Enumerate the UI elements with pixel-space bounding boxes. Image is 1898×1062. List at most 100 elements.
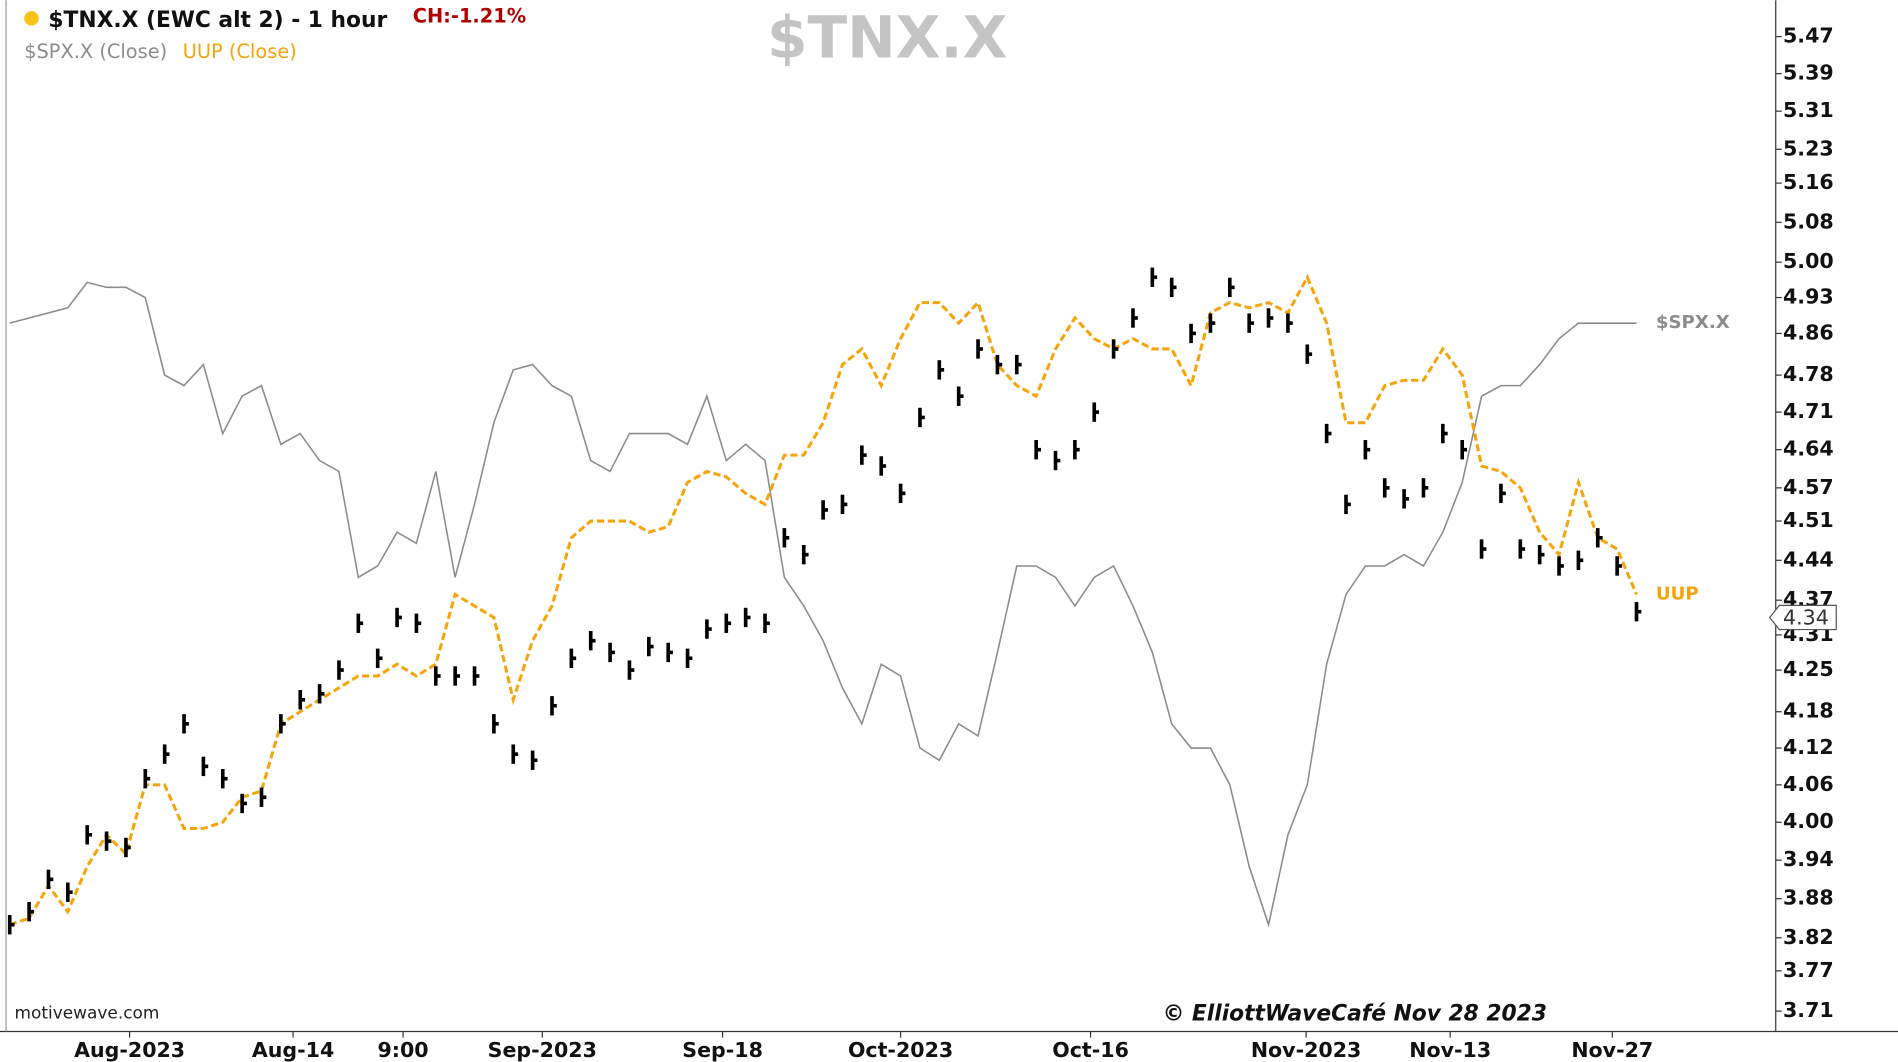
y-tick-label: 3.82 <box>1783 925 1834 949</box>
price-bar <box>898 483 906 504</box>
y-tick-label: 4.12 <box>1783 735 1834 759</box>
y-tick-label: 4.64 <box>1783 437 1834 461</box>
price-bar <box>821 500 828 520</box>
price-bar <box>1537 544 1545 565</box>
legend-entry: UUP (Close) <box>183 40 297 63</box>
series-end-label: UUP <box>1656 583 1699 604</box>
price-bar <box>1382 478 1390 498</box>
price-bar <box>1460 440 1468 460</box>
price-bar <box>1131 308 1138 328</box>
price-bar <box>705 619 712 639</box>
price-bar <box>840 494 848 515</box>
x-tick-label: Oct-16 <box>1052 1038 1129 1062</box>
chart-title: $TNX.X (EWC alt 2) - 1 hour <box>48 8 387 33</box>
y-tick-label: 3.88 <box>1783 886 1834 910</box>
price-bar <box>1150 267 1158 287</box>
price-bar <box>1576 550 1584 570</box>
y-tick-label: 3.71 <box>1783 998 1834 1022</box>
price-bar <box>27 901 34 922</box>
y-tick-label: 4.18 <box>1783 699 1834 723</box>
price-bar <box>1479 539 1487 559</box>
price-bar <box>608 642 615 663</box>
x-tick-label: Nov-27 <box>1571 1038 1653 1062</box>
price-bar <box>1092 402 1100 422</box>
price-bar <box>104 831 112 851</box>
x-tick-label: Aug-14 <box>252 1038 334 1062</box>
price-bar <box>685 648 693 668</box>
price-bar <box>298 690 306 710</box>
price-bar <box>511 744 519 764</box>
price-bar <box>240 793 247 814</box>
y-tick-label: 4.57 <box>1783 475 1834 499</box>
y-tick-label: 4.86 <box>1783 320 1834 344</box>
change-label: CH:-1.21% <box>413 5 526 28</box>
price-bar <box>1402 489 1409 509</box>
price-bar <box>860 445 867 465</box>
price-bar <box>453 666 460 686</box>
price-bar <box>1286 313 1293 333</box>
price-bar <box>550 696 557 716</box>
price-bar <box>937 360 945 380</box>
copyright: © ElliottWaveCafé Nov 28 2023 <box>1163 1002 1547 1027</box>
price-bar <box>1634 602 1642 622</box>
price-bar <box>395 607 402 628</box>
y-tick-label: 4.06 <box>1783 772 1834 796</box>
y-tick-label: 4.78 <box>1783 362 1834 386</box>
price-bar <box>356 613 364 633</box>
y-tick-label: 5.23 <box>1783 136 1834 160</box>
price-bar <box>569 648 577 668</box>
price-bar <box>1595 528 1603 548</box>
price-bar <box>588 631 596 651</box>
last-value-box <box>1768 604 1837 631</box>
series-line <box>9 281 1637 928</box>
price-bar <box>46 869 54 890</box>
x-tick-label: Nov-13 <box>1409 1038 1491 1062</box>
price-bar <box>1499 483 1506 504</box>
x-tick-label: Aug-2023 <box>74 1038 185 1062</box>
price-bar <box>7 915 15 935</box>
price-bar <box>1189 323 1196 344</box>
price-bar <box>492 714 499 734</box>
price-bar <box>124 837 131 858</box>
price-bar <box>472 666 480 686</box>
price-bar <box>995 354 1003 375</box>
y-tick-label: 4.44 <box>1783 547 1834 571</box>
price-bar <box>1014 354 1022 375</box>
last-value-label: 4.34 <box>1783 606 1829 630</box>
x-tick-label: 9:00 <box>377 1038 428 1062</box>
y-tick-label: 5.39 <box>1783 61 1834 85</box>
price-bar <box>1169 277 1177 298</box>
series-dot <box>24 11 39 26</box>
price-bar <box>1247 313 1255 333</box>
price-bar <box>201 756 209 777</box>
price-bar <box>85 825 93 845</box>
price-bar <box>1363 440 1371 460</box>
y-tick-label: 3.77 <box>1783 958 1834 982</box>
price-bar <box>317 684 325 704</box>
y-tick-label: 5.00 <box>1783 249 1834 273</box>
y-tick-label: 4.51 <box>1783 508 1834 532</box>
price-bar <box>220 769 228 789</box>
price-bar <box>956 386 964 406</box>
price-bar <box>801 544 809 565</box>
price-bar <box>182 714 189 734</box>
x-tick-label: Oct-2023 <box>848 1038 953 1062</box>
price-bar <box>879 456 887 476</box>
x-tick-label: Sep-18 <box>682 1038 763 1062</box>
price-bar <box>66 882 73 902</box>
price-bar <box>433 666 441 686</box>
y-tick-label: 5.31 <box>1783 98 1834 122</box>
price-bar <box>724 613 732 633</box>
price-bar <box>647 636 654 657</box>
price-bar <box>666 642 674 663</box>
price-bar <box>162 744 170 764</box>
y-tick-label: 4.25 <box>1783 657 1834 681</box>
price-bar <box>259 787 267 807</box>
price-bar <box>375 648 383 668</box>
y-tick-label: 5.08 <box>1783 209 1834 233</box>
price-bar <box>1034 440 1041 460</box>
price-bar <box>763 613 770 633</box>
y-tick-label: 3.94 <box>1783 847 1834 871</box>
y-tick-label: 5.16 <box>1783 170 1834 194</box>
